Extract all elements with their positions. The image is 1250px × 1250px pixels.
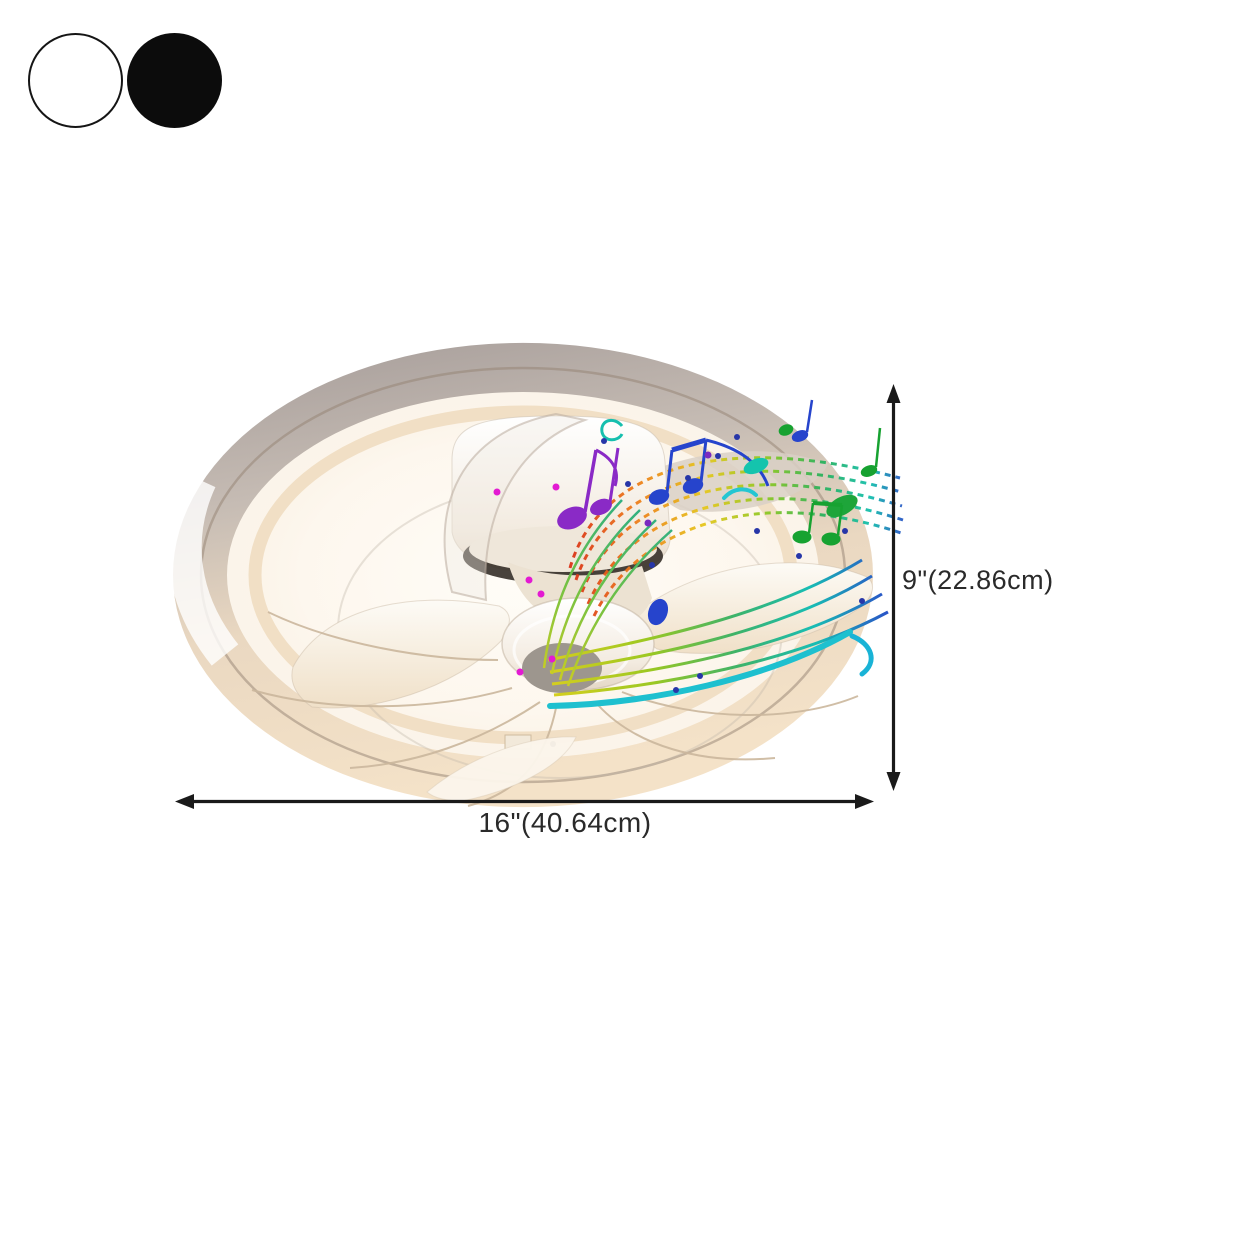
fan-light-figure bbox=[167, 342, 905, 808]
music-staff-decoration bbox=[493, 399, 905, 709]
fan-blade-back bbox=[648, 451, 828, 512]
color-swatch-white[interactable] bbox=[28, 33, 123, 128]
transparent-blade-spokes bbox=[251, 611, 859, 807]
height-dimension-arrow bbox=[886, 384, 901, 791]
fan-blade-left bbox=[291, 599, 510, 709]
width-dimension-label: 16"(40.64cm) bbox=[478, 807, 652, 838]
height-dimension-label: 9"(22.86cm) bbox=[902, 565, 1054, 595]
width-dimension-arrow bbox=[175, 794, 874, 809]
ring-highlight bbox=[167, 472, 239, 666]
music-notes bbox=[493, 399, 882, 693]
color-swatch-black[interactable] bbox=[127, 33, 222, 128]
fan-blade-front-transparent bbox=[443, 412, 589, 602]
